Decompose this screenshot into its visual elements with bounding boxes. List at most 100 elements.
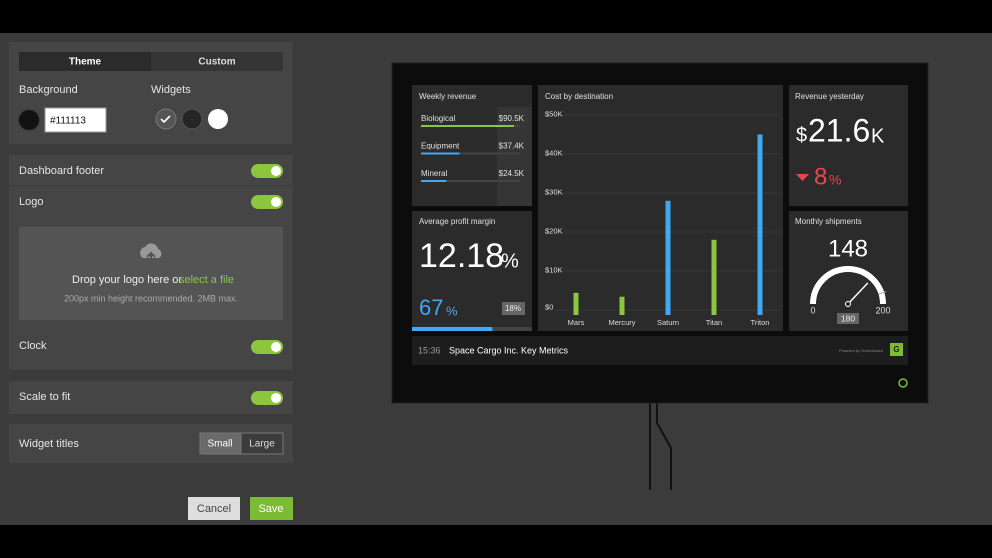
logo-letter: G: [893, 345, 899, 354]
gauge-target: [878, 291, 887, 295]
item-name: Mineral: [421, 169, 447, 178]
hex-value[interactable]: #111113: [50, 116, 86, 127]
cable: [656, 403, 672, 490]
item-value: $37.4K: [499, 142, 525, 151]
margin-unit: %: [501, 250, 519, 272]
down-arrow: [796, 174, 809, 181]
y-tick-label: $50K: [545, 109, 563, 118]
x-tick-label: Saturn: [657, 318, 679, 327]
label: Clock: [19, 340, 47, 352]
tab-theme[interactable]: [19, 52, 151, 71]
upload-arrow: [146, 251, 156, 262]
logo-badge: [890, 343, 903, 356]
size-label[interactable]: Small: [207, 439, 232, 450]
gauge-needle: [847, 282, 869, 305]
label: Widgets: [151, 84, 191, 96]
widget-title: Revenue yesterday: [795, 92, 864, 101]
footer-time: 15:36: [418, 345, 441, 355]
revenue-bar: [421, 125, 514, 127]
x-tick-label: Titan: [706, 318, 722, 327]
bar: [711, 239, 717, 315]
cancel-button[interactable]: [188, 497, 240, 520]
y-tick-label: $0: [545, 302, 553, 311]
y-tick-label: $40K: [545, 148, 563, 157]
widget-swatch[interactable]: [181, 108, 203, 130]
x-tick-label: Mercury: [608, 318, 635, 327]
bar: [757, 134, 763, 315]
color-swatch[interactable]: [18, 109, 40, 131]
widget: [789, 85, 908, 206]
gauge-min: 0: [810, 305, 815, 315]
gauge-max: 200: [875, 305, 890, 315]
y-tick-label: $10K: [545, 265, 563, 274]
bar: [573, 292, 579, 315]
comparison: 18%: [505, 304, 521, 313]
powered-by: Powered by Geckoboard: [839, 348, 883, 353]
check-icon: [160, 115, 171, 124]
size-large[interactable]: [240, 432, 284, 455]
progress-bar: [412, 327, 493, 331]
widget-title: Average profit margin: [419, 217, 495, 226]
label: Logo: [19, 196, 43, 208]
button-label[interactable]: Cancel: [197, 503, 231, 515]
y-tick-label: $20K: [545, 226, 563, 235]
label: Dashboard footer: [19, 165, 104, 177]
tab-label[interactable]: Custom: [198, 57, 235, 68]
widget: [538, 85, 783, 331]
toggle-knob: [271, 166, 281, 176]
comparison-badge: [502, 302, 525, 315]
gauge-hub: [845, 301, 851, 307]
footer-title: Space Cargo Inc. Key Metrics: [449, 345, 569, 355]
item-value: $24.5K: [499, 169, 525, 178]
item-name: Biological: [421, 114, 455, 123]
bar-track: [421, 180, 520, 182]
drop-zone[interactable]: [19, 227, 283, 320]
item-name: Equipment: [421, 142, 460, 151]
current-unit: %: [446, 303, 458, 318]
change-value: 8: [814, 163, 827, 190]
margin-value: 12.18: [419, 237, 504, 275]
label: Scale to fit: [19, 391, 70, 403]
dashboard-footer: [412, 336, 908, 365]
revenue-bar: [421, 180, 447, 182]
value-column: [497, 107, 532, 206]
toggle-knob: [271, 342, 281, 352]
current-value: 67: [419, 295, 443, 320]
item-value: $90.5K: [499, 114, 525, 123]
shipments-value: 148: [828, 235, 868, 262]
scale-section: [9, 381, 293, 414]
x-tick-label: Mars: [568, 318, 585, 327]
bar: [665, 200, 671, 315]
y-tick-label: $30K: [545, 187, 563, 196]
widget-title: Weekly revenue: [419, 92, 477, 101]
button-label[interactable]: Save: [258, 503, 283, 515]
tab-label[interactable]: Theme: [69, 57, 102, 68]
widget-title: Monthly shipments: [795, 217, 862, 226]
currency: $: [796, 124, 807, 146]
tab-custom[interactable]: [151, 52, 283, 71]
revenue-value: 21.6: [808, 112, 870, 148]
x-tick-label: Triton: [751, 318, 770, 327]
change-unit: %: [829, 172, 841, 188]
revenue-suffix: K: [871, 125, 885, 147]
drop-text: Drop your logo here or: [72, 274, 182, 286]
toggle-knob: [271, 393, 281, 403]
label: Widget titles: [19, 438, 79, 450]
toggle-knob: [271, 197, 281, 207]
hex-input[interactable]: [44, 107, 107, 133]
bar-track: [421, 152, 520, 155]
revenue-bar: [421, 152, 460, 155]
widget-title: Cost by destination: [545, 92, 613, 101]
drop-link[interactable]: select a file: [179, 274, 234, 286]
label: Background: [19, 84, 78, 96]
widget-swatch[interactable]: [208, 109, 228, 129]
upload-icon: [140, 243, 162, 258]
target-badge: [837, 313, 859, 324]
size-label[interactable]: Large: [249, 439, 275, 450]
gauge-arc: [810, 266, 886, 305]
drop-hint: 200px min height recommended. 2MB max.: [64, 293, 238, 303]
save-button[interactable]: [250, 497, 293, 520]
target-label: 180: [841, 313, 855, 323]
